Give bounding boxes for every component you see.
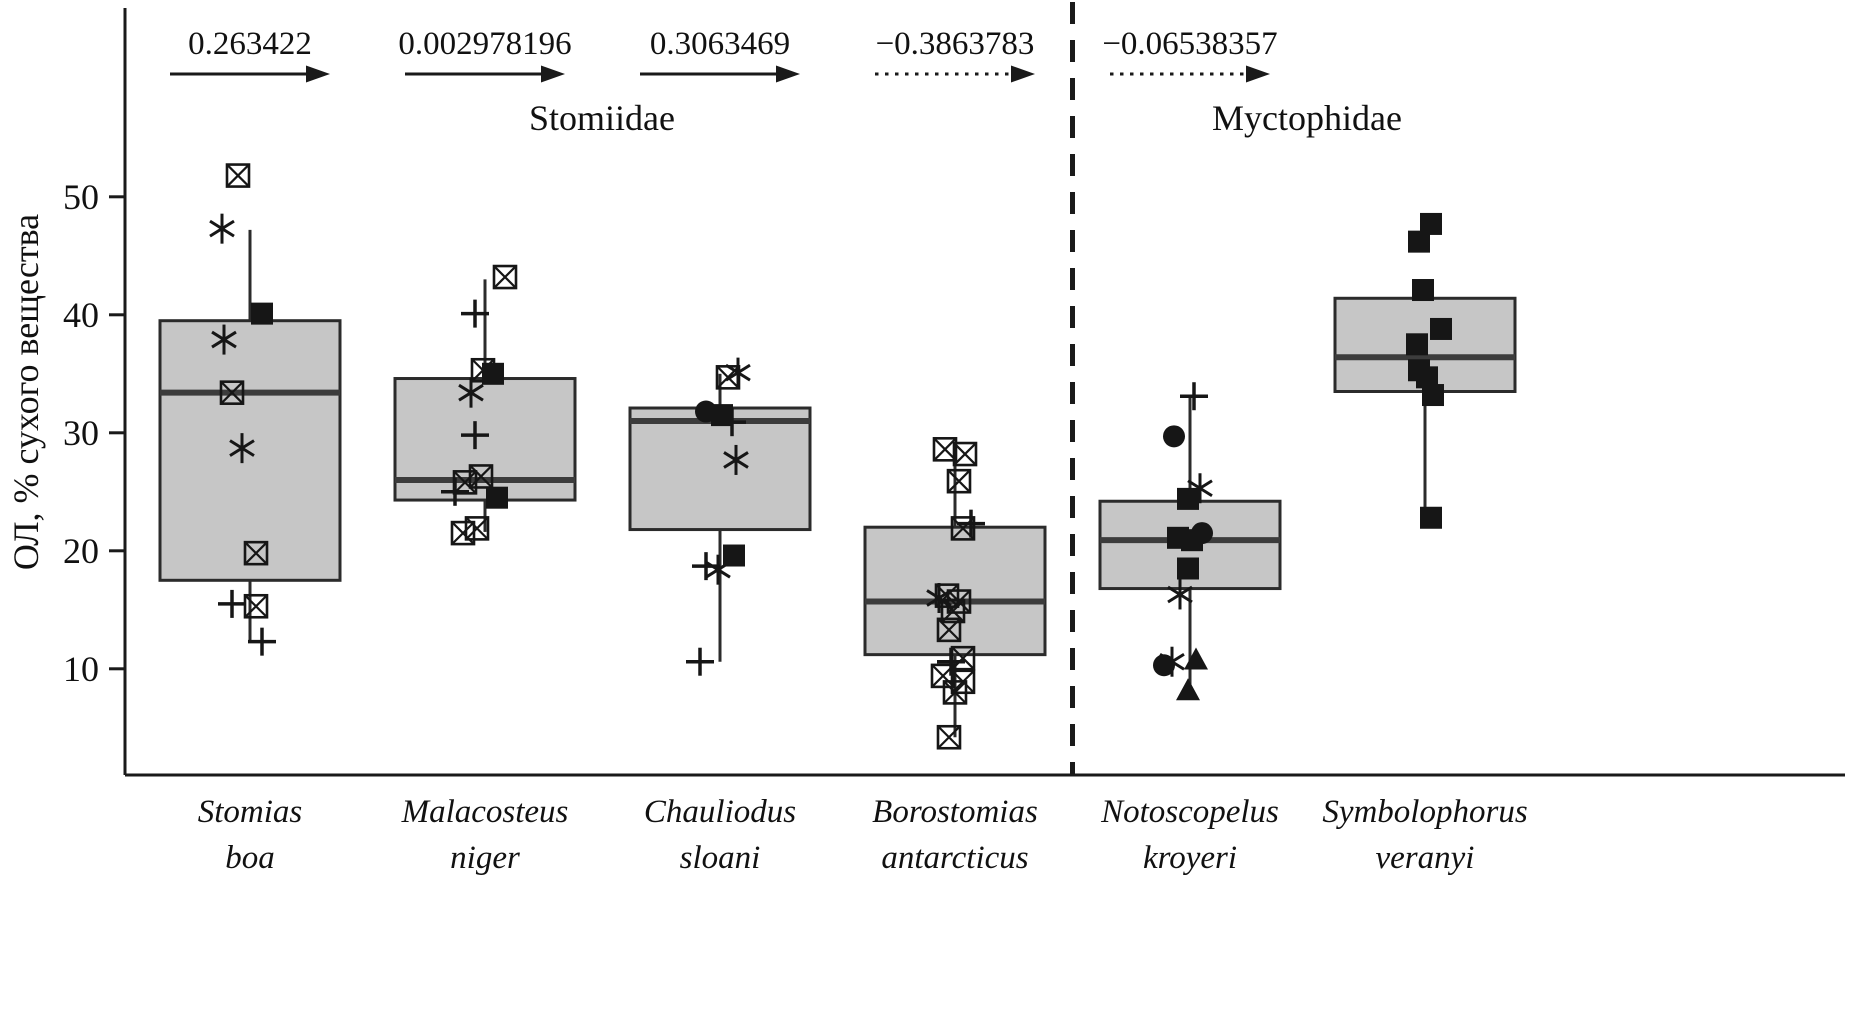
filled-square-marker xyxy=(1408,230,1430,253)
box xyxy=(628,406,812,532)
species-label-line2: sloani xyxy=(680,840,761,876)
filled-triangle-marker xyxy=(1176,678,1200,701)
asterisk-marker xyxy=(1167,579,1193,610)
boxed-x-marker xyxy=(936,617,962,643)
asterisk-marker xyxy=(209,213,235,244)
trend-value: −0.3863783 xyxy=(876,26,1035,62)
asterisk-marker xyxy=(723,444,749,475)
plus-marker xyxy=(957,509,985,538)
plus-marker xyxy=(461,421,489,450)
boxed-x-marker xyxy=(932,437,958,462)
species-label-line1: Chauliodus xyxy=(644,794,796,830)
filled-square-marker xyxy=(723,544,745,567)
trend-value: 0.263422 xyxy=(188,26,312,62)
family-label-stomiidae: Stomiidae xyxy=(529,98,675,138)
asterisk-marker xyxy=(705,554,731,585)
trend-arrow-head xyxy=(306,65,330,83)
species-label-line2: boa xyxy=(225,840,275,876)
asterisk-marker xyxy=(211,324,237,355)
boxed-x-marker xyxy=(225,163,251,188)
species-label-line2: kroyeri xyxy=(1143,840,1237,876)
trend-arrow-head xyxy=(1246,65,1270,83)
species-label-line2: antarcticus xyxy=(881,840,1028,876)
asterisk-marker xyxy=(458,377,484,408)
filled-square-marker xyxy=(482,362,504,385)
species-label-line2: veranyi xyxy=(1376,840,1475,876)
family-label-myctophidae: Myctophidae xyxy=(1212,98,1402,138)
filled-square-marker xyxy=(1177,557,1199,580)
boxed-x-marker xyxy=(219,380,245,405)
species-label-line1: Stomias xyxy=(198,794,303,830)
asterisk-marker xyxy=(229,433,255,464)
plus-marker xyxy=(686,647,714,676)
plus-marker xyxy=(718,408,746,437)
boxed-x-marker xyxy=(243,593,269,619)
plus-marker xyxy=(218,589,246,618)
y-tick-label: 40 xyxy=(63,295,99,335)
boxed-x-marker xyxy=(492,264,518,290)
filled-circle-marker xyxy=(1153,654,1175,677)
filled-circle-marker xyxy=(1163,425,1185,448)
trend-value: 0.002978196 xyxy=(398,26,571,62)
filled-square-marker xyxy=(1177,487,1199,510)
filled-square-marker xyxy=(486,486,508,509)
boxed-x-marker xyxy=(936,724,962,750)
plus-marker xyxy=(1180,382,1208,411)
y-tick-label: 50 xyxy=(63,177,99,217)
filled-square-marker xyxy=(1420,212,1442,235)
filled-triangle-marker xyxy=(1184,647,1208,670)
boxed-x-marker xyxy=(942,680,968,705)
plus-marker xyxy=(248,627,276,656)
y-tick-label: 20 xyxy=(63,531,99,571)
y-axis-title: ОЛ, % сухого вещества xyxy=(6,214,46,570)
trend-arrow-head xyxy=(776,65,800,83)
trend-value: −0.06538357 xyxy=(1102,26,1277,62)
filled-square-marker xyxy=(1412,279,1434,302)
filled-square-marker xyxy=(251,302,273,325)
species-label-line1: Notoscopelus xyxy=(1100,794,1279,830)
boxed-x-marker xyxy=(946,468,972,494)
filled-square-marker xyxy=(1430,317,1452,340)
filled-square-marker xyxy=(1416,366,1438,389)
boxed-x-marker xyxy=(715,365,741,390)
filled-square-marker xyxy=(1422,384,1444,407)
filled-square-marker xyxy=(1181,529,1203,552)
filled-square-marker xyxy=(1406,333,1428,356)
filled-square-marker xyxy=(1420,506,1442,529)
species-label-line1: Malacosteus xyxy=(401,794,569,830)
trend-arrow-head xyxy=(1011,65,1035,83)
box xyxy=(158,319,342,582)
trend-value: 0.3063469 xyxy=(650,26,790,62)
boxed-x-marker xyxy=(243,540,269,566)
plus-marker xyxy=(461,299,489,328)
plus-marker xyxy=(441,477,469,506)
species-label-line1: Borostomias xyxy=(872,794,1038,830)
trend-arrow-head xyxy=(541,65,565,83)
species-label-line1: Symbolophorus xyxy=(1322,794,1527,830)
species-label-line2: niger xyxy=(450,840,520,876)
boxed-x-marker xyxy=(450,520,476,546)
y-tick-label: 30 xyxy=(63,413,99,453)
boxed-x-marker xyxy=(952,441,978,467)
boxed-x-marker xyxy=(950,516,976,541)
y-tick-label: 10 xyxy=(63,649,99,689)
